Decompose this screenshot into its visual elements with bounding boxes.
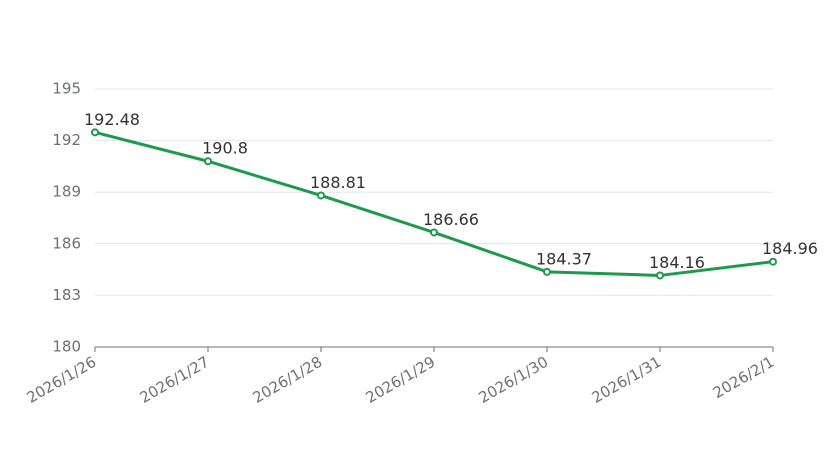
x-tick-label: 2026/1/31 xyxy=(589,353,665,407)
y-tick-label: 186 xyxy=(52,234,81,252)
x-tick-label: 2026/1/26 xyxy=(24,353,100,407)
point xyxy=(543,267,551,276)
value-label: 188.81 xyxy=(310,173,366,192)
value-label: 186.66 xyxy=(423,210,479,229)
y-tick-label: 180 xyxy=(52,338,81,356)
value-label: 184.16 xyxy=(649,253,705,272)
point xyxy=(656,271,664,280)
y-tick-label: 183 xyxy=(52,286,81,304)
x-tick-label: 2026/1/30 xyxy=(476,353,552,407)
point xyxy=(91,128,99,137)
value-label: 190.8 xyxy=(202,139,248,158)
x-tick-label: 2026/1/28 xyxy=(250,353,326,407)
value-label: 184.37 xyxy=(536,249,592,268)
point xyxy=(204,157,212,166)
y-tick-label: 189 xyxy=(52,183,81,201)
x-tick-label: 2026/1/27 xyxy=(137,353,213,407)
value-label: 184.96 xyxy=(762,239,818,258)
value-label: 192.48 xyxy=(84,110,140,129)
point xyxy=(430,228,438,237)
point xyxy=(769,257,777,266)
x-tick-label: 2026/1/29 xyxy=(363,353,439,407)
x-tick-label: 2026/2/1 xyxy=(710,353,777,402)
y-tick-label: 192 xyxy=(52,131,81,149)
point xyxy=(317,191,325,200)
y-tick-label: 195 xyxy=(52,80,81,98)
